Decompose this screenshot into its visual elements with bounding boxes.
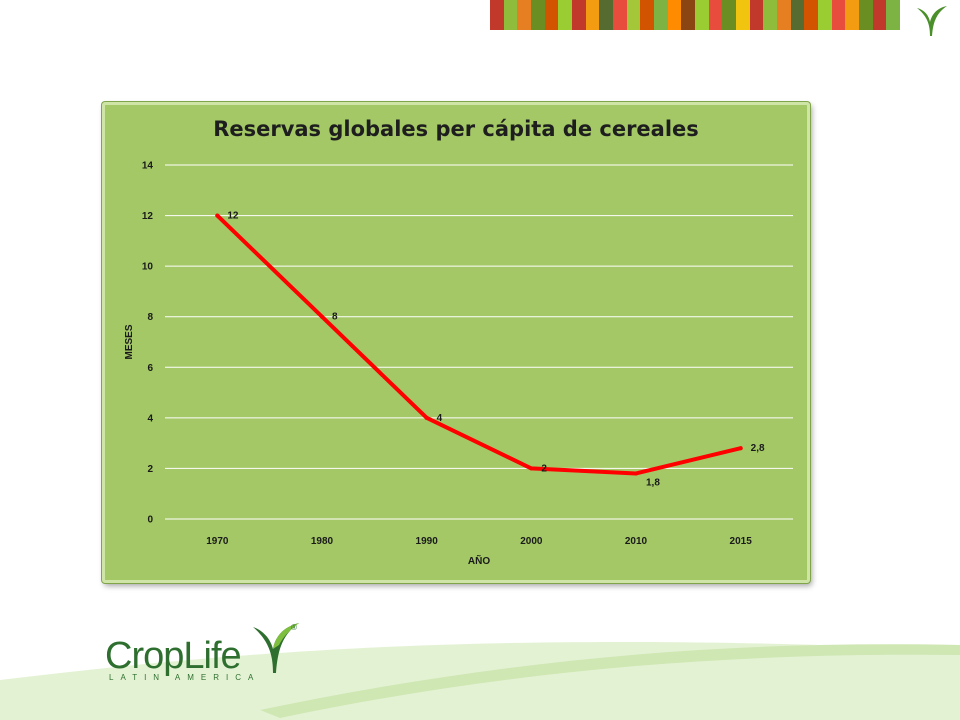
stripe [599, 0, 614, 30]
sprout-logo-icon [253, 623, 299, 673]
data-label: 2,8 [751, 443, 765, 454]
stripe [845, 0, 860, 30]
stripe [572, 0, 586, 30]
sprout-icon [917, 6, 947, 36]
stripe [886, 0, 901, 30]
y-axis-title: MESES [124, 324, 135, 359]
stripe [613, 0, 627, 30]
x-tick-label: 2015 [730, 536, 753, 547]
logo-name: CropLife [105, 635, 242, 677]
data-point [634, 471, 638, 476]
data-point [320, 314, 324, 319]
y-tick-label: 2 [147, 464, 153, 475]
series-line [215, 213, 743, 476]
stripe [640, 0, 655, 30]
y-tick-label: 6 [147, 363, 153, 374]
chart-title: Reservas globales per cápita de cereales [213, 117, 699, 141]
data-label: 2 [541, 463, 547, 474]
stripe [763, 0, 778, 30]
stripe [859, 0, 873, 30]
x-tick-label: 1970 [206, 536, 229, 547]
stripe [695, 0, 709, 30]
y-tick-label: 0 [147, 515, 153, 526]
x-tick-label: 2010 [625, 536, 648, 547]
x-tick-label: 1980 [311, 536, 334, 547]
x-axis-title: AÑO [468, 554, 490, 567]
stripe [531, 0, 545, 30]
x-tick-label: 2000 [520, 536, 543, 547]
stripe [667, 0, 682, 30]
stripe [818, 0, 832, 30]
data-label: 8 [332, 312, 338, 323]
stripe [490, 0, 504, 30]
y-tick-label: 4 [147, 413, 153, 424]
logo-subtitle: LATIN AMERICA [109, 673, 261, 682]
stripe [585, 0, 600, 30]
chart-panel: Reservas globales per cápita de cereales… [102, 102, 810, 583]
registered-mark: ® [291, 623, 297, 632]
data-point [215, 213, 220, 218]
stripe [831, 0, 846, 30]
x-tick-label: 1990 [416, 536, 439, 547]
data-point [424, 415, 429, 420]
stripe [544, 0, 559, 30]
stripe [626, 0, 641, 30]
data-point [529, 466, 534, 471]
stripe [872, 0, 887, 30]
stripe [804, 0, 819, 30]
stripe [777, 0, 791, 30]
stripe [790, 0, 805, 30]
y-tick-label: 14 [142, 161, 154, 172]
stripe [708, 0, 723, 30]
y-tick-label: 10 [142, 262, 154, 273]
stripe [736, 0, 750, 30]
decorative-stripes [490, 0, 901, 30]
stripe [517, 0, 532, 30]
y-tick-label: 8 [147, 312, 153, 323]
data-label: 12 [227, 211, 239, 222]
y-tick-label: 12 [142, 211, 154, 222]
croplife-logo: CropLife LATIN AMERICA ® [105, 615, 305, 690]
line-chart: 0 2 4 6 8 10 12 14 1970 1980 1990 2000 2010 2015 AÑO ME… [124, 161, 793, 567]
data-label: 1,8 [646, 477, 660, 488]
stripe [681, 0, 696, 30]
stripe [654, 0, 668, 30]
stripe [503, 0, 518, 30]
data-point [738, 446, 743, 451]
stripe [722, 0, 737, 30]
data-label: 4 [437, 413, 443, 424]
background-swoosh [0, 641, 960, 720]
stripe [558, 0, 573, 30]
stripe [749, 0, 764, 30]
